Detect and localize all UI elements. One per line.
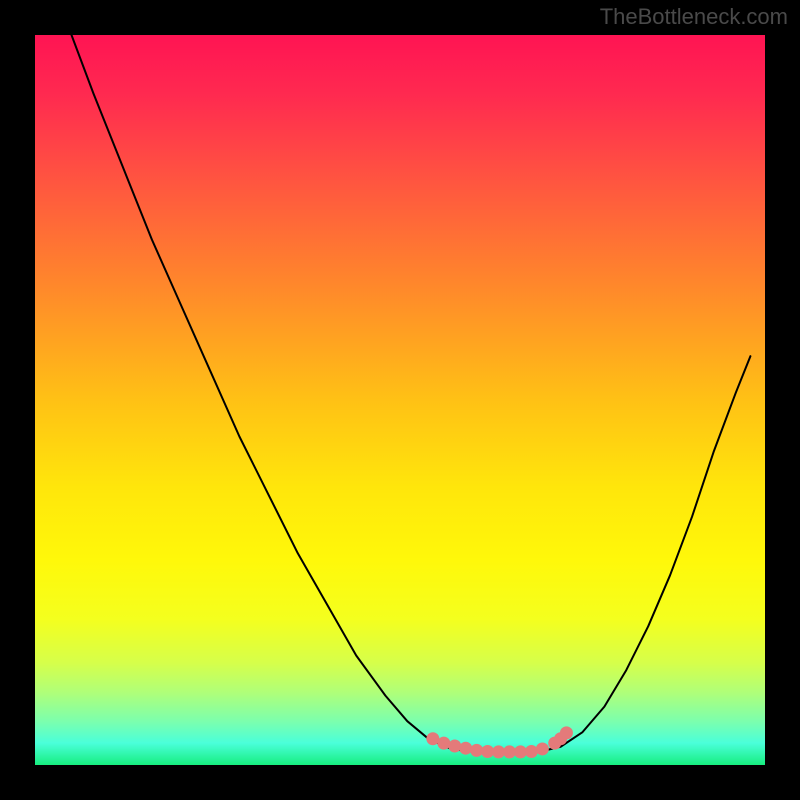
plot-area <box>35 35 765 765</box>
marker-dot <box>448 740 461 753</box>
chart-svg <box>35 35 765 765</box>
marker-dot <box>437 737 450 750</box>
marker-dot <box>459 742 472 755</box>
bottleneck-curve <box>72 35 751 752</box>
marker-dot <box>525 745 538 758</box>
highlight-markers <box>426 726 573 758</box>
watermark-text: TheBottleneck.com <box>600 4 788 30</box>
marker-dot <box>560 726 573 739</box>
marker-dot <box>536 742 549 755</box>
